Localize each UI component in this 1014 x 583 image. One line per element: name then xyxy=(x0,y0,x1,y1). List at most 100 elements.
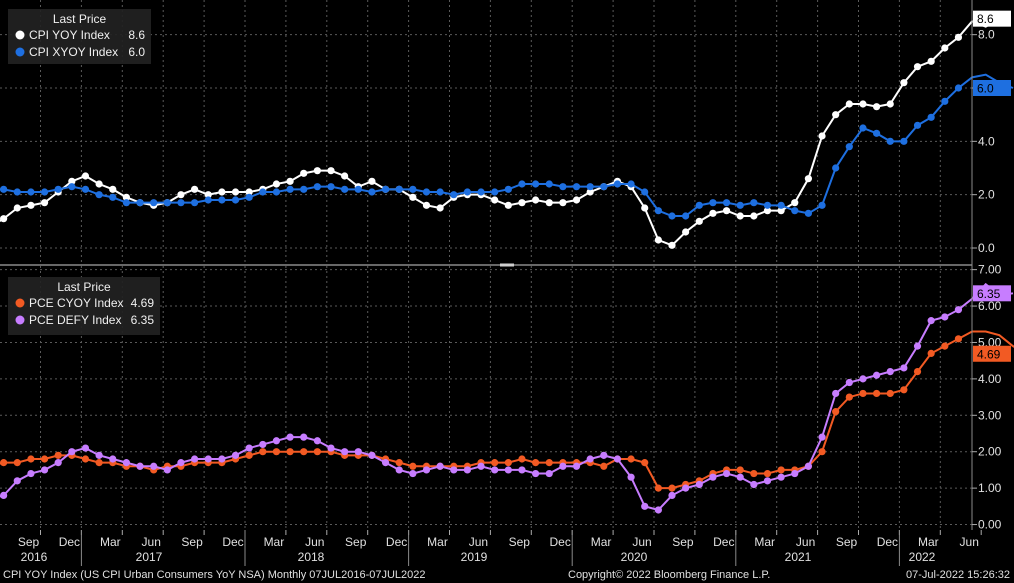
data-point[interactable] xyxy=(245,451,253,459)
data-point[interactable] xyxy=(286,448,294,456)
data-point[interactable] xyxy=(409,469,417,478)
data-point[interactable] xyxy=(0,459,8,467)
data-point[interactable] xyxy=(518,180,526,188)
data-point[interactable] xyxy=(368,188,376,196)
data-point[interactable] xyxy=(95,451,103,459)
data-point[interactable] xyxy=(40,188,49,196)
data-point[interactable] xyxy=(368,177,376,185)
data-point[interactable] xyxy=(913,368,922,376)
data-point[interactable] xyxy=(532,459,540,467)
data-point[interactable] xyxy=(736,212,744,220)
data-point[interactable] xyxy=(886,137,894,145)
data-point[interactable] xyxy=(136,462,144,470)
data-point[interactable] xyxy=(68,177,76,185)
data-point[interactable] xyxy=(654,506,662,514)
data-point[interactable] xyxy=(313,437,321,445)
data-point[interactable] xyxy=(695,217,703,225)
data-point[interactable] xyxy=(300,185,308,193)
data-point[interactable] xyxy=(600,183,608,191)
data-point[interactable] xyxy=(709,209,717,217)
data-point[interactable] xyxy=(177,459,185,467)
data-point[interactable] xyxy=(736,473,744,481)
series-cpi-xyoy-index[interactable] xyxy=(0,73,1014,220)
data-point[interactable] xyxy=(600,462,608,470)
data-point[interactable] xyxy=(395,185,403,193)
data-point[interactable] xyxy=(750,212,758,220)
data-point[interactable] xyxy=(954,335,963,343)
data-point[interactable] xyxy=(231,451,240,459)
data-point[interactable] xyxy=(0,215,8,223)
data-point[interactable] xyxy=(682,484,690,492)
data-point[interactable] xyxy=(545,459,553,467)
data-point[interactable] xyxy=(722,469,731,478)
data-point[interactable] xyxy=(259,188,267,196)
data-point[interactable] xyxy=(695,201,703,209)
data-point[interactable] xyxy=(845,393,853,401)
data-point[interactable] xyxy=(668,484,676,492)
data-point[interactable] xyxy=(436,204,444,212)
data-point[interactable] xyxy=(913,121,922,129)
data-point[interactable] xyxy=(532,180,540,188)
data-point[interactable] xyxy=(327,444,335,452)
data-point[interactable] xyxy=(654,207,662,215)
data-point[interactable] xyxy=(504,459,512,467)
data-point[interactable] xyxy=(27,455,35,463)
data-point[interactable] xyxy=(736,201,744,209)
data-point[interactable] xyxy=(0,491,8,500)
data-point[interactable] xyxy=(641,502,649,510)
data-point[interactable] xyxy=(954,306,963,314)
data-point[interactable] xyxy=(313,183,321,191)
data-point[interactable] xyxy=(532,196,540,204)
data-point[interactable] xyxy=(668,491,676,500)
data-point[interactable] xyxy=(422,201,431,209)
data-point[interactable] xyxy=(927,57,935,65)
data-point[interactable] xyxy=(654,236,662,244)
data-point[interactable] xyxy=(54,451,62,459)
data-point[interactable] xyxy=(204,455,212,463)
data-point[interactable] xyxy=(477,462,485,470)
series-line[interactable] xyxy=(0,73,1014,217)
data-point[interactable] xyxy=(886,100,894,108)
data-point[interactable] xyxy=(941,97,949,105)
data-point[interactable] xyxy=(436,188,444,196)
data-point[interactable] xyxy=(927,113,935,121)
data-point[interactable] xyxy=(559,199,567,207)
data-point[interactable] xyxy=(231,188,240,196)
data-point[interactable] xyxy=(518,466,526,474)
data-point[interactable] xyxy=(381,459,390,467)
data-point[interactable] xyxy=(163,466,171,474)
data-point[interactable] xyxy=(627,455,635,463)
data-point[interactable] xyxy=(81,455,90,463)
data-point[interactable] xyxy=(40,466,49,474)
data-point[interactable] xyxy=(272,448,281,456)
data-point[interactable] xyxy=(641,188,649,196)
data-point[interactable] xyxy=(832,408,840,416)
data-point[interactable] xyxy=(436,462,444,470)
data-point[interactable] xyxy=(286,177,294,185)
series-cpi-yoy-index[interactable] xyxy=(0,17,1000,249)
data-point[interactable] xyxy=(941,313,949,321)
data-point[interactable] xyxy=(913,63,922,71)
data-point[interactable] xyxy=(627,473,635,481)
data-point[interactable] xyxy=(641,204,649,212)
data-point[interactable] xyxy=(354,448,362,456)
data-point[interactable] xyxy=(845,143,853,151)
data-point[interactable] xyxy=(709,473,717,481)
data-point[interactable] xyxy=(763,207,772,215)
data-point[interactable] xyxy=(463,466,471,474)
data-point[interactable] xyxy=(177,199,185,207)
data-point[interactable] xyxy=(450,466,458,474)
data-point[interactable] xyxy=(832,111,840,119)
data-point[interactable] xyxy=(804,175,813,183)
data-point[interactable] xyxy=(668,241,676,249)
data-point[interactable] xyxy=(40,455,49,463)
data-point[interactable] xyxy=(13,459,21,467)
data-point[interactable] xyxy=(13,204,21,212)
data-point[interactable] xyxy=(450,191,458,199)
data-point[interactable] xyxy=(341,448,349,456)
data-point[interactable] xyxy=(818,132,826,140)
data-point[interactable] xyxy=(313,167,321,175)
legend-item[interactable]: PCE CYOY Index 4.69 xyxy=(15,296,155,310)
data-point[interactable] xyxy=(750,199,758,207)
data-point[interactable] xyxy=(81,444,90,452)
